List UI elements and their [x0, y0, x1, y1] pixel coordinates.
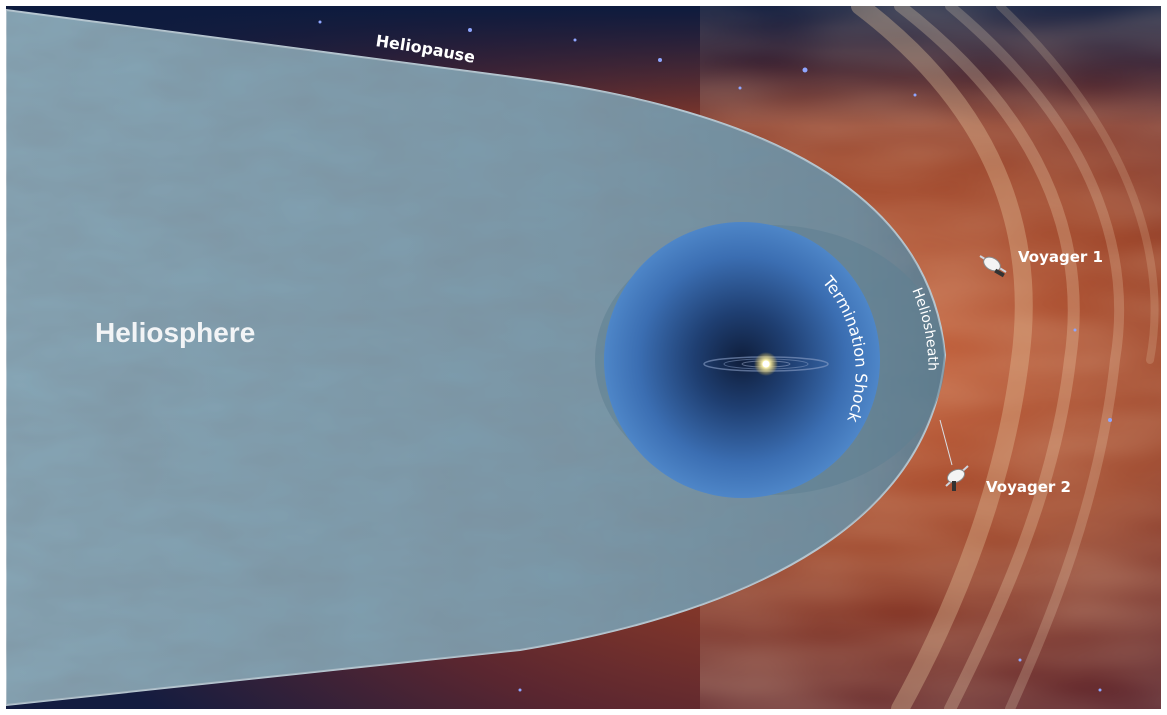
voyager-2-label: Voyager 2 [986, 478, 1071, 496]
spacecraft-icon [979, 255, 1007, 278]
voyager-1-spacecraft [979, 255, 1007, 278]
sun-core [762, 360, 770, 368]
spacecraft-icon [945, 465, 969, 491]
stars [318, 20, 1112, 692]
voyager-1-label: Voyager 1 [1018, 248, 1103, 266]
heliosphere-label: Heliosphere [95, 317, 255, 348]
voyager-2-track [939, 419, 953, 466]
bow-wave [851, 0, 1159, 715]
voyager-2-spacecraft [945, 465, 969, 491]
